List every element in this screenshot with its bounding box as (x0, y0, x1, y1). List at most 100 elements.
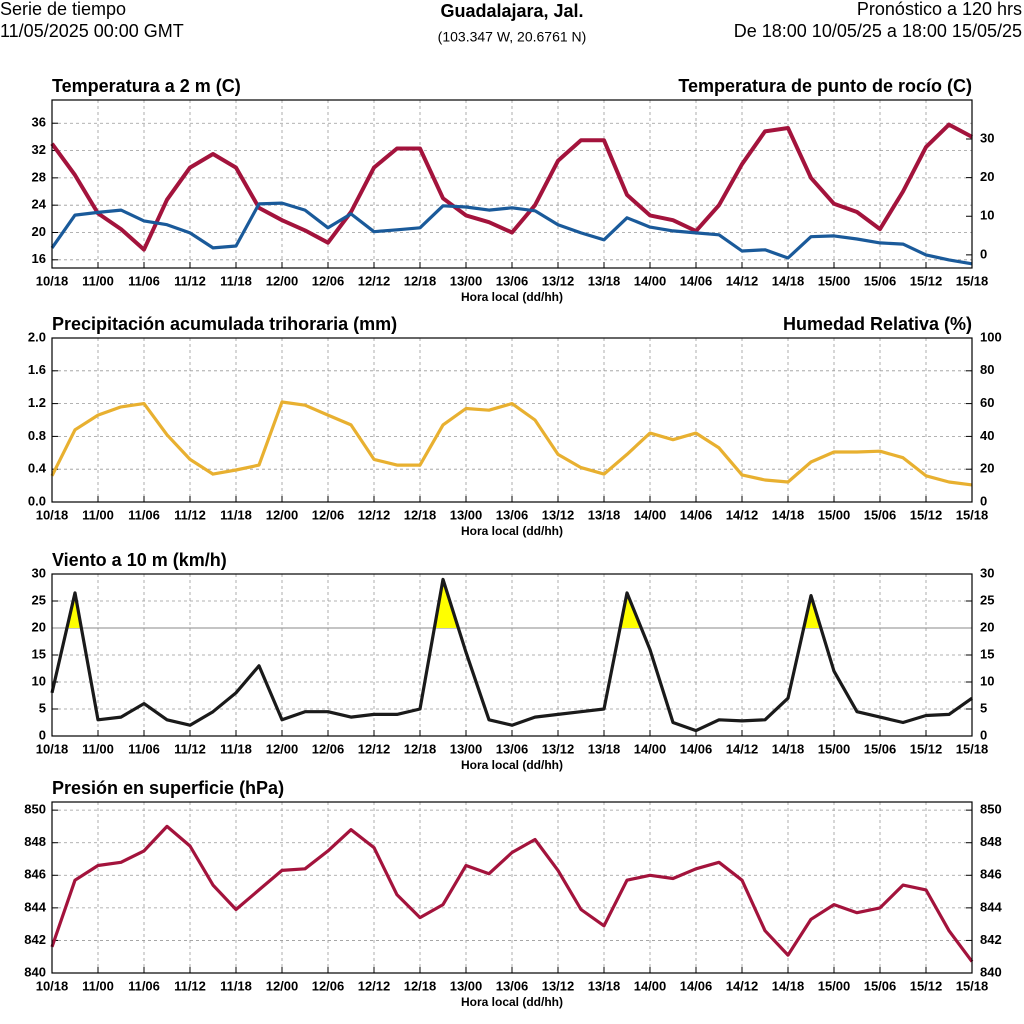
x-tick-label: 14/18 (772, 741, 805, 756)
y-tick-label: 36 (32, 115, 46, 130)
x-tick-label: 11/00 (82, 978, 114, 993)
y2-tick-label: 850 (980, 802, 1002, 817)
series-title: Viento a 10 m (km/h) (52, 550, 227, 570)
header-left-1: Serie de tiempo (0, 0, 126, 19)
x-tick-label: 11/18 (220, 273, 252, 288)
x-tick-label: 14/00 (634, 507, 667, 522)
series-line (50, 824, 974, 963)
x-tick-label: 14/00 (634, 273, 667, 288)
series-title: Humedad Relativa (%) (783, 314, 972, 334)
x-tick-label: 14/06 (680, 978, 713, 993)
x-tick-label: 13/00 (450, 507, 483, 522)
y2-tick-label: 30 (980, 565, 994, 580)
x-tick-label: 15/18 (956, 978, 989, 993)
x-tick-label: 13/12 (542, 741, 575, 756)
x-axis-label: Hora local (dd/hh) (461, 524, 563, 538)
y-tick-label: 28 (32, 169, 46, 184)
y-tick-label: 10 (32, 673, 46, 688)
x-tick-label: 12/00 (266, 741, 299, 756)
x-tick-label: 14/18 (772, 507, 805, 522)
x-tick-label: 14/00 (634, 978, 667, 993)
x-tick-label: 15/06 (864, 978, 897, 993)
x-tick-label: 15/18 (956, 741, 989, 756)
x-tick-label: 12/06 (312, 273, 345, 288)
x-tick-label: 14/06 (680, 741, 713, 756)
x-tick-label: 13/18 (588, 741, 621, 756)
panel: 10/18 11/00 11/06 11/12 11/18 12/00 12/06 12/12… (32, 76, 995, 304)
x-tick-label: 11/12 (174, 978, 206, 993)
x-tick-label: 11/06 (128, 507, 160, 522)
x-tick-label: 13/18 (588, 273, 621, 288)
y2-tick-label: 30 (980, 130, 994, 145)
x-tick-label: 15/06 (864, 741, 897, 756)
y-tick-label: 15 (32, 646, 46, 661)
y-tick-label: 840 (24, 964, 46, 979)
x-axis-label: Hora local (dd/hh) (461, 758, 563, 772)
y-tick-label: 850 (24, 802, 46, 817)
y2-tick-label: 848 (980, 834, 1002, 849)
y-tick-label: 846 (24, 867, 46, 882)
series-title: Temperatura a 2 m (C) (52, 76, 241, 96)
x-tick-label: 13/00 (450, 978, 483, 993)
x-tick-label: 11/18 (220, 978, 252, 993)
x-tick-label: 13/12 (542, 507, 575, 522)
y-axis-title: Precipitación acumulada trihoraria (mm) (52, 314, 397, 334)
x-tick-label: 11/06 (128, 978, 160, 993)
y-tick-label: 0 (39, 727, 46, 742)
x-tick-label: 14/12 (726, 741, 759, 756)
x-tick-label: 15/00 (818, 741, 851, 756)
y-tick-label: 2.0 (28, 329, 46, 344)
x-tick-label: 15/00 (818, 273, 851, 288)
y-tick-label: 1.6 (28, 362, 46, 377)
series-title: Temperatura de punto de rocío (C) (678, 76, 972, 96)
x-tick-label: 10/18 (36, 741, 69, 756)
x-tick-label: 14/18 (772, 978, 805, 993)
x-tick-label: 12/12 (358, 978, 391, 993)
x-tick-label: 14/06 (680, 273, 713, 288)
x-tick-label: 11/06 (128, 741, 160, 756)
x-tick-label: 12/06 (312, 978, 345, 993)
x-tick-label: 12/06 (312, 741, 345, 756)
x-tick-label: 14/18 (772, 273, 805, 288)
y2-tick-label: 60 (980, 395, 994, 410)
y-tick-label: 0.0 (28, 493, 46, 508)
plot-frame (51, 337, 973, 503)
y2-tick-label: 20 (980, 619, 994, 634)
x-tick-label: 12/12 (358, 507, 391, 522)
x-tick-label: 14/12 (726, 273, 759, 288)
x-tick-label: 10/18 (36, 507, 69, 522)
y-tick-label: 30 (32, 565, 46, 580)
y-tick-label: 1.2 (28, 395, 46, 410)
x-tick-label: 15/12 (910, 978, 943, 993)
x-tick-label: 12/12 (358, 741, 391, 756)
x-tick-label: 12/00 (266, 978, 299, 993)
y-tick-label: 844 (24, 899, 46, 914)
y2-tick-label: 100 (980, 329, 1002, 344)
x-tick-label: 15/00 (818, 978, 851, 993)
x-tick-label: 12/06 (312, 507, 345, 522)
x-tick-label: 12/18 (404, 273, 437, 288)
x-tick-label: 11/00 (82, 273, 114, 288)
x-tick-label: 11/12 (174, 741, 206, 756)
x-tick-label: 11/18 (220, 507, 252, 522)
x-tick-label: 11/06 (128, 273, 160, 288)
x-tick-label: 15/12 (910, 741, 943, 756)
x-tick-label: 14/00 (634, 741, 667, 756)
panel: 10/18 11/00 11/06 11/12 11/18 12/00 12/06 12/12… (32, 550, 995, 772)
y-tick-label: 32 (32, 142, 46, 157)
series-line (50, 122, 973, 252)
x-tick-label: 13/18 (588, 507, 621, 522)
series-line (50, 400, 973, 487)
header-right-1: Pronóstico a 120 hrs (857, 0, 1022, 19)
y-tick-label: 25 (32, 592, 46, 607)
y2-tick-label: 0 (980, 493, 987, 508)
y2-tick-label: 80 (980, 362, 994, 377)
x-tick-label: 14/12 (726, 507, 759, 522)
y2-tick-label: 10 (980, 673, 994, 688)
plot-frame (51, 99, 973, 269)
x-tick-label: 13/06 (496, 978, 529, 993)
x-tick-label: 12/18 (404, 741, 437, 756)
x-tick-label: 13/12 (542, 978, 575, 993)
x-tick-label: 15/06 (864, 507, 897, 522)
